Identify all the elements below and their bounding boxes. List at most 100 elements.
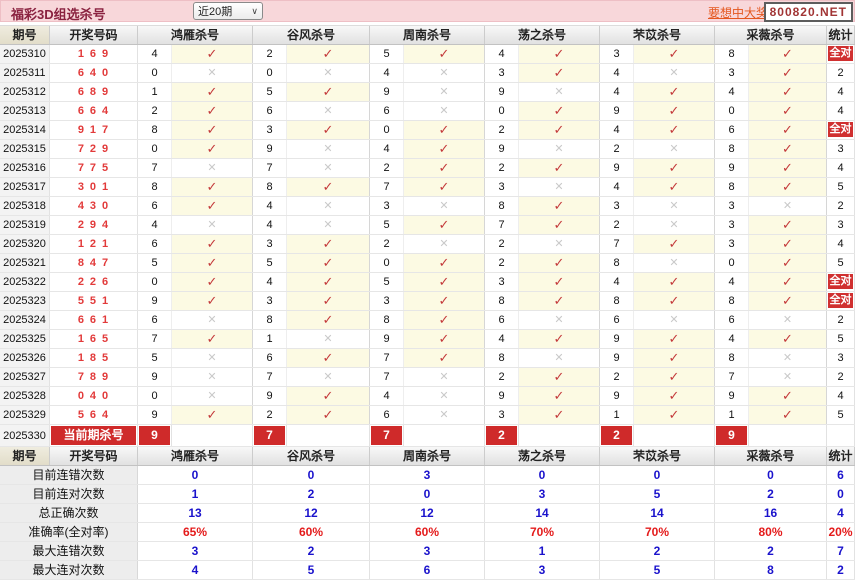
cross-icon: ✕ <box>404 387 485 405</box>
stats-label: 最大连对次数 <box>0 561 138 579</box>
kill-number: 4 <box>600 83 634 101</box>
kill-number: 5 <box>138 254 172 272</box>
kill-number: 2 <box>485 159 519 177</box>
cross-icon: ✕ <box>172 159 253 177</box>
kill-number: 6 <box>600 311 634 329</box>
check-icon: ✓ <box>519 254 600 272</box>
table-row: 2025317 301 8 ✓ 8 ✓ 7 ✓ 3 ✕ 4 ✓ 8 ✓ 5 <box>0 178 855 197</box>
table-row: 2025320 121 6 ✓ 3 ✓ 2 ✕ 2 ✕ 7 ✓ 3 ✓ 4 <box>0 235 855 254</box>
kill-number: 5 <box>253 254 287 272</box>
draw-numbers: 564 <box>50 406 138 424</box>
stat-cell: 2 <box>827 368 855 386</box>
kill-number: 9 <box>138 368 172 386</box>
stats-value: 8 <box>715 561 827 579</box>
kill-number: 0 <box>138 387 172 405</box>
stats-value: 70% <box>600 523 715 541</box>
table-row: 2025323 551 9 ✓ 3 ✓ 3 ✓ 8 ✓ 8 ✓ 8 ✓ 全对 <box>0 292 855 311</box>
cross-icon: ✕ <box>634 140 715 158</box>
stats-row: 目前连对次数 1 2 0 3 5 2 0 <box>0 485 855 504</box>
check-icon: ✓ <box>749 254 827 272</box>
check-icon: ✓ <box>287 311 370 329</box>
check-icon: ✓ <box>172 121 253 139</box>
period-cell: 2025316 <box>0 159 50 177</box>
check-icon: ✓ <box>634 330 715 348</box>
kill-number: 9 <box>485 387 519 405</box>
check-icon: ✓ <box>749 178 827 196</box>
kill-number: 3 <box>715 197 749 215</box>
kill-number: 2 <box>600 216 634 234</box>
draw-numbers: 664 <box>50 102 138 120</box>
kill-number: 8 <box>138 178 172 196</box>
column-header-kill: 鸿雁杀号 <box>138 26 253 44</box>
stats-row: 准确率(全对率) 65% 60% 60% 70% 70% 80% 20% <box>0 523 855 542</box>
kill-number: 0 <box>485 102 519 120</box>
all-correct-badge: 全对 <box>828 46 853 61</box>
kill-number: 8 <box>715 292 749 310</box>
check-icon: ✓ <box>404 121 485 139</box>
kill-number: 5 <box>370 273 404 291</box>
kill-number: 4 <box>370 64 404 82</box>
table-row: 2025312 689 1 ✓ 5 ✓ 9 ✕ 9 ✕ 4 ✓ 4 ✓ 4 <box>0 83 855 102</box>
cross-icon: ✕ <box>749 197 827 215</box>
check-icon: ✓ <box>749 121 827 139</box>
empty-cell <box>172 425 253 446</box>
kill-number: 9 <box>138 406 172 424</box>
column-header-kill: 谷风杀号 <box>253 447 370 465</box>
current-kill-number-cell: 7 <box>253 425 287 446</box>
stat-cell: 全对 <box>827 292 855 310</box>
check-icon: ✓ <box>519 216 600 234</box>
check-icon: ✓ <box>287 292 370 310</box>
range-select[interactable]: 近20期 ∨ <box>193 2 263 20</box>
kill-number: 6 <box>485 311 519 329</box>
stat-cell: 4 <box>827 235 855 253</box>
cross-icon: ✕ <box>172 368 253 386</box>
draw-numbers: 294 <box>50 216 138 234</box>
check-icon: ✓ <box>749 235 827 253</box>
column-header-kill: 芣苡杀号 <box>600 26 715 44</box>
kill-number: 3 <box>485 64 519 82</box>
stats-body: 目前连错次数 0 0 3 0 0 0 6 目前连对次数 1 2 0 3 5 2 0 总正确次数 13 12 12 14 1… <box>0 466 855 580</box>
draw-numbers: 689 <box>50 83 138 101</box>
kill-number: 4 <box>600 273 634 291</box>
kill-number: 2 <box>600 140 634 158</box>
check-icon: ✓ <box>749 406 827 424</box>
kill-number: 8 <box>253 178 287 196</box>
check-icon: ✓ <box>634 83 715 101</box>
stat-cell: 5 <box>827 330 855 348</box>
cross-icon: ✕ <box>634 311 715 329</box>
cross-icon: ✕ <box>287 64 370 82</box>
stat-cell: 3 <box>827 216 855 234</box>
check-icon: ✓ <box>172 178 253 196</box>
period-cell: 2025325 <box>0 330 50 348</box>
kill-number: 6 <box>138 235 172 253</box>
kill-number: 9 <box>138 292 172 310</box>
kill-number: 8 <box>715 45 749 63</box>
current-kill-number-cell: 7 <box>370 425 404 446</box>
check-icon: ✓ <box>634 121 715 139</box>
site-url-box[interactable]: 800820.NET <box>763 2 853 22</box>
cross-icon: ✕ <box>519 178 600 196</box>
kill-number: 7 <box>370 178 404 196</box>
column-header-period: 期号 <box>0 447 50 465</box>
kill-number: 8 <box>715 349 749 367</box>
kill-number: 7 <box>600 235 634 253</box>
stats-total: 7 <box>827 542 855 560</box>
table-row: 2025316 775 7 ✕ 7 ✕ 2 ✓ 2 ✓ 9 ✓ 9 ✓ 4 <box>0 159 855 178</box>
stats-value: 12 <box>253 504 370 522</box>
check-icon: ✓ <box>519 406 600 424</box>
kill-number: 6 <box>138 311 172 329</box>
cross-icon: ✕ <box>287 102 370 120</box>
period-cell: 2025323 <box>0 292 50 310</box>
cross-icon: ✕ <box>519 311 600 329</box>
draw-numbers: 226 <box>50 273 138 291</box>
kill-number: 3 <box>253 292 287 310</box>
check-icon: ✓ <box>172 235 253 253</box>
check-icon: ✓ <box>634 349 715 367</box>
cross-icon: ✕ <box>404 368 485 386</box>
check-icon: ✓ <box>172 140 253 158</box>
empty-stat-cell <box>827 425 855 446</box>
stat-cell: 4 <box>827 387 855 405</box>
check-icon: ✓ <box>287 45 370 63</box>
check-icon: ✓ <box>404 311 485 329</box>
kill-number: 6 <box>370 406 404 424</box>
